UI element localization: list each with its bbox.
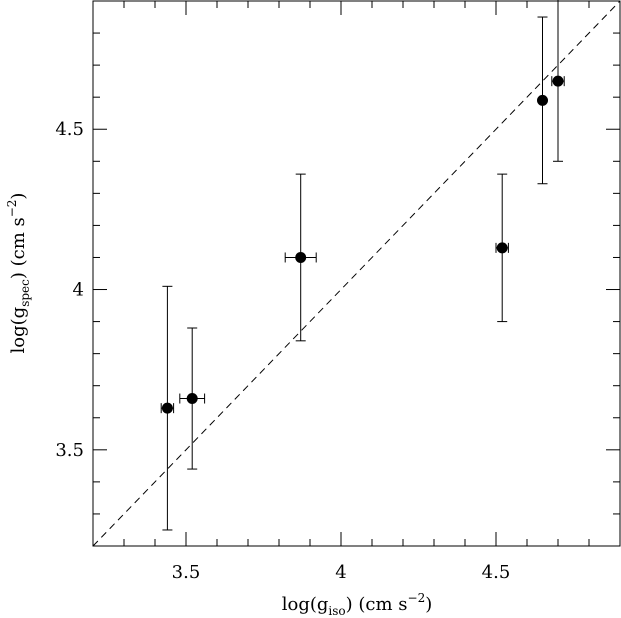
data-point-marker — [496, 242, 508, 254]
x-axis-label-end: ) — [425, 594, 432, 615]
one-to-one-dashed-line — [92, 0, 621, 547]
data-points — [160, 0, 565, 531]
data-point-marker — [552, 75, 564, 87]
data-point-marker — [161, 402, 173, 414]
data-point — [179, 327, 206, 470]
y-tick-label: 3.5 — [55, 440, 84, 461]
data-point — [160, 285, 175, 531]
y-axis-label-end: ) — [8, 193, 29, 200]
x-tick-label: 3.5 — [172, 562, 201, 583]
x-tick-label: 4 — [335, 562, 346, 583]
y-axis-label-sup: −2 — [5, 200, 19, 218]
data-point — [495, 173, 509, 323]
plot-frame — [92, 0, 621, 547]
y-axis-label-tail: ) (cm s — [8, 217, 29, 279]
y-axis-label-sub: spec — [18, 279, 32, 307]
y-tick-label: 4.5 — [55, 119, 84, 140]
y-axis-label: log(gspec) (cm s−2) — [5, 193, 32, 354]
x-axis-label-main: log(g — [282, 594, 329, 615]
x-axis-label-tail: ) (cm s — [346, 594, 408, 615]
reference-line-group — [92, 0, 621, 547]
tick-labels: 3.5 4 4.5 3.5 4 4.5 — [55, 119, 510, 583]
x-tick-label: 4.5 — [482, 562, 511, 583]
data-point — [537, 16, 548, 185]
data-point — [284, 173, 317, 342]
data-point — [551, 0, 565, 162]
x-axis-label: log(giso) (cm s−2) — [282, 591, 433, 618]
x-axis-label-sub: iso — [328, 604, 345, 618]
data-point-marker — [537, 94, 548, 106]
y-tick-label: 4 — [73, 280, 84, 301]
x-axis-label-sup: −2 — [408, 591, 426, 605]
data-point-marker — [295, 251, 307, 263]
axis-ticks — [92, 0, 621, 547]
data-point-marker — [186, 393, 198, 405]
y-axis-label-main: log(g — [8, 307, 29, 354]
